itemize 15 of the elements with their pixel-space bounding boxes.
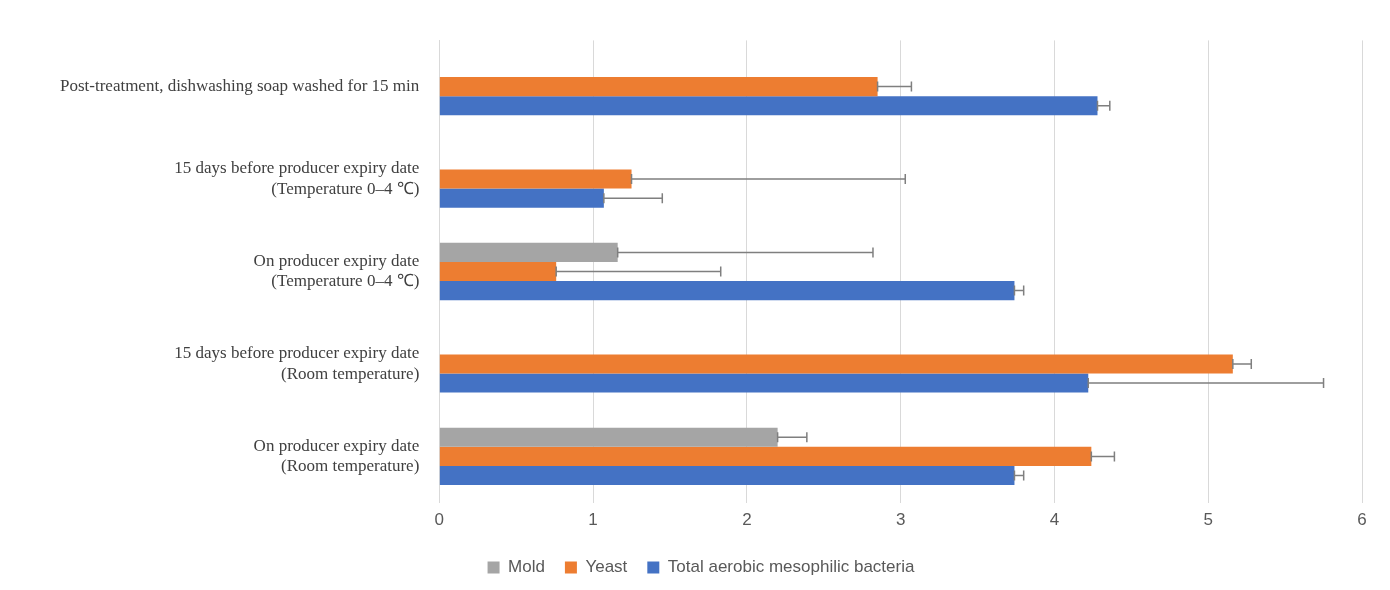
y-tick-label: On producer expiry date (Temperature 0–4 ℃) [253, 250, 420, 291]
x-tick-label: 4 [1049, 510, 1060, 530]
x-tick-label: 6 [1357, 510, 1367, 530]
legend-label: Total aerobic mesophilic bacteria [667, 557, 915, 577]
x-tick-label: 2 [742, 510, 752, 530]
y-tick-label: Post-treatment, dishwashing soap washed for 15 min [60, 76, 420, 96]
x-tick-label: 5 [1203, 510, 1213, 530]
y-tick-label: 15 days before producer expiry date (Temperature 0–4 ℃) [174, 158, 420, 198]
y-tick-label: 15 days before producer expiry date (Room temperature) [174, 343, 420, 383]
x-tick-label: 3 [895, 510, 906, 530]
legend-label: Yeast [585, 557, 628, 577]
x-tick-label: 1 [588, 510, 598, 530]
y-tick-label: On producer expiry date (Room temperature) [253, 435, 420, 476]
x-tick-label: 0 [434, 510, 445, 530]
legend-label: Mold [508, 557, 545, 577]
